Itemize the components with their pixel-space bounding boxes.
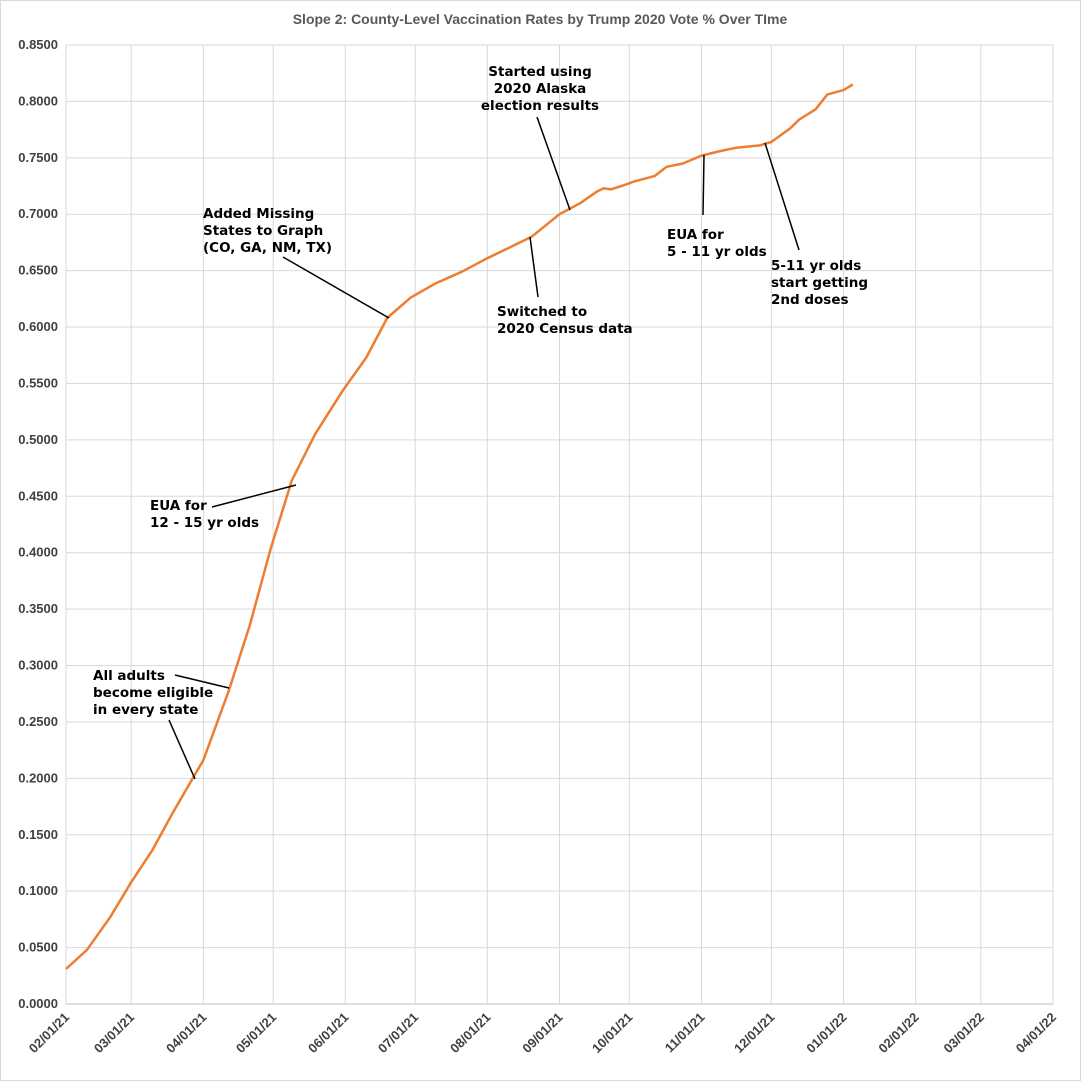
data-line [65,83,854,970]
y-tick-label: 0.1500 [18,827,58,842]
annotation-line: 5-11 yr olds [771,258,861,274]
y-tick-label: 0.3000 [18,658,58,673]
series-line [65,83,854,970]
annotation: All adults become eligible in every state [93,668,230,780]
annotation-line: Switched to [497,304,587,320]
annotation-text: All adults become eligible in every state [93,668,213,718]
annotation-leader-line [211,484,297,508]
annotation-line: Added Missing [203,206,314,222]
y-tick-label: 0.1000 [18,883,58,898]
y-tick-label: 0.7500 [18,150,58,165]
y-tick-label: 0.7000 [18,206,58,221]
annotation-line: 5 - 11 yr olds [667,244,767,260]
annotation: 5-11 yr olds start getting 2nd doses [764,142,868,308]
annotation-line: in every state [93,702,198,718]
annotation-line: 2020 Census data [497,321,633,337]
y-axis: 0.0000 0.0500 0.1000 0.1500 0.2000 0.2500 0.30… [18,37,58,1011]
annotation-leader-line [174,674,230,689]
annotation-text: Switched to 2020 Census data [497,304,633,337]
annotation-line: 2nd doses [771,292,849,308]
y-tick-label: 0.2000 [18,770,58,785]
annotation-text: EUA for 5 - 11 yr olds [667,227,767,260]
annotation-leader-line [168,719,196,780]
annotation: Switched to 2020 Census data [497,236,633,337]
y-tick-label: 0.4000 [18,545,58,560]
annotation-text: Started using 2020 Alaska election results [481,64,599,114]
annotation: Started using 2020 Alaska election results [481,64,599,211]
y-tick-label: 0.6000 [18,319,58,334]
y-tick-label: 0.0500 [18,940,58,955]
y-tick-label: 0.4500 [18,488,58,503]
y-tick-label: 0.5500 [18,375,58,390]
annotation-line: States to Graph [203,223,323,239]
y-tick-label: 0.8000 [18,93,58,108]
annotation-line: election results [481,98,599,114]
annotation-leader-line [764,142,800,251]
y-tick-label: 0.6500 [18,263,58,278]
chart-title: Slope 2: County-Level Vaccination Rates … [293,11,788,27]
annotation-line: EUA for [150,498,207,514]
annotation-leader-line [536,116,571,211]
annotation-text: EUA for 12 - 15 yr olds [150,498,259,531]
annotation-line: become eligible [93,685,213,701]
annotation-leader-line [702,154,705,216]
annotation-text: Added Missing States to Graph (CO, GA, NM,… [203,206,332,256]
y-tick-label: 0.2500 [18,714,58,729]
annotation-leader-line [529,236,539,298]
y-tick-label: 0.3500 [18,601,58,616]
y-tick-label: 0.5000 [18,432,58,447]
annotation: EUA for 12 - 15 yr olds [150,484,297,531]
annotation: EUA for 5 - 11 yr olds [667,154,767,260]
annotation-line: Started using [488,64,591,80]
annotation-line: All adults [93,668,165,684]
annotations: All adults become eligible in every state E… [93,64,868,780]
annotation-line: EUA for [667,227,724,243]
y-tick-label: 0.0000 [18,996,58,1011]
gridlines [65,44,1054,1005]
annotation-leader-line [282,256,390,319]
annotation-line: (CO, GA, NM, TX) [203,240,332,256]
y-tick-label: 0.8500 [18,37,58,52]
annotation: Added Missing States to Graph (CO, GA, NM,… [203,206,390,319]
annotation-text: 5-11 yr olds start getting 2nd doses [771,258,868,308]
annotation-line: start getting [771,275,868,291]
annotation-line: 12 - 15 yr olds [150,515,259,531]
annotation-line: 2020 Alaska [494,81,587,97]
